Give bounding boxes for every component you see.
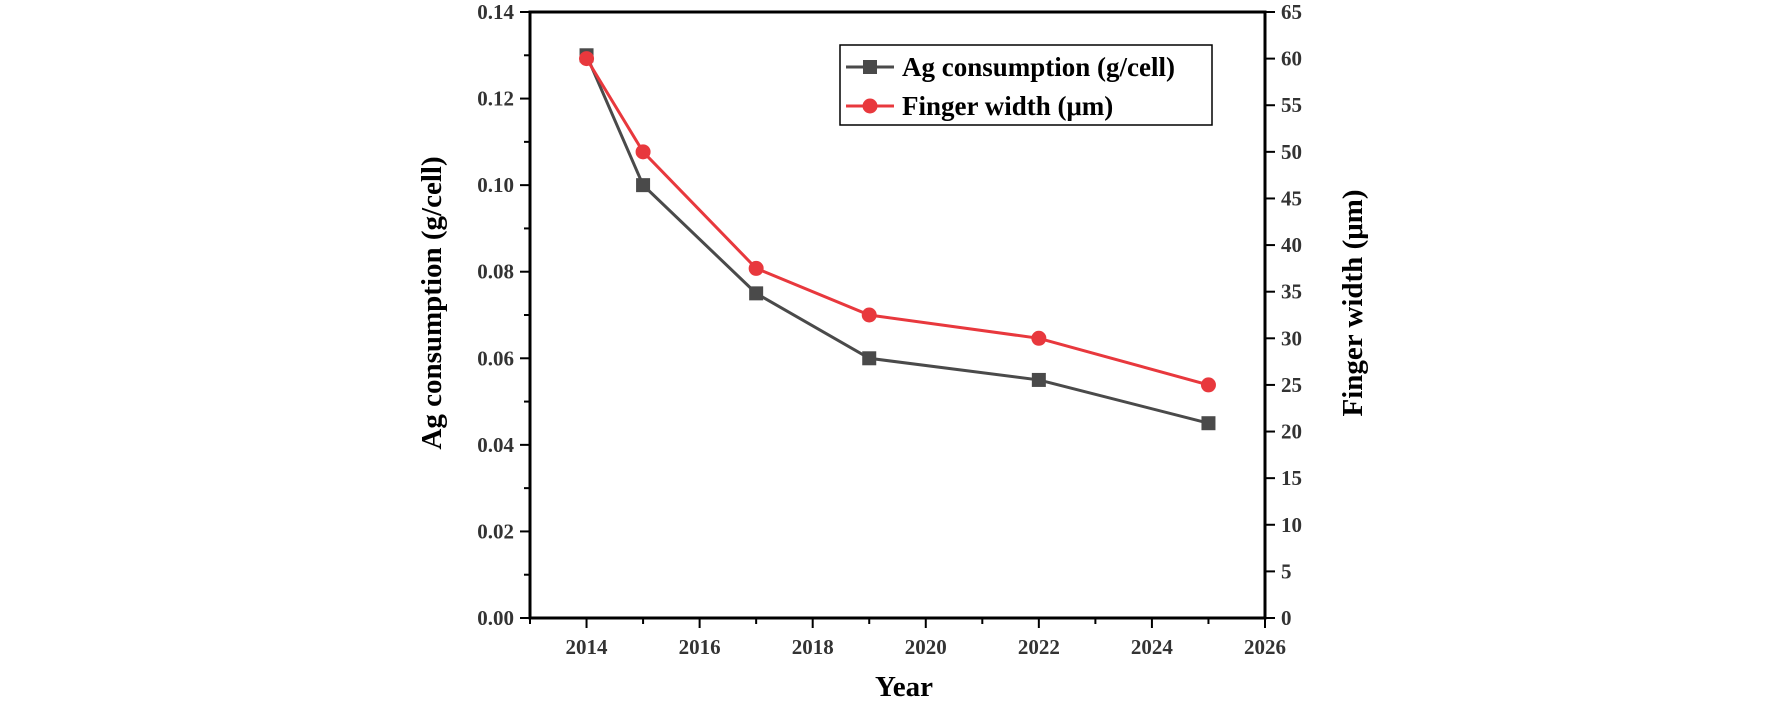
series-1-circle-marker — [1200, 377, 1216, 393]
left-y-tick-label: 0.08 — [477, 260, 514, 284]
series-0-square-marker — [1031, 372, 1046, 387]
series-line-0 — [585, 54, 1209, 425]
x-tick-label: 2020 — [905, 635, 947, 659]
series-1-circle-marker — [1031, 330, 1047, 346]
right-y-tick-label: 60 — [1281, 47, 1302, 71]
series-0-square-marker — [636, 178, 651, 193]
left-y-tick-label: 0.06 — [477, 346, 514, 370]
right-y-tick-label: 50 — [1281, 140, 1302, 164]
legend-square-marker — [863, 60, 877, 74]
right-y-tick-label: 20 — [1281, 420, 1302, 444]
left-y-axis-title: Ag consumption (g/cell) — [416, 156, 448, 449]
series-1-circle-marker — [861, 307, 877, 323]
x-tick-label: 2016 — [679, 635, 721, 659]
left-y-tick-label: 0.02 — [477, 519, 514, 543]
left-y-tick-label: 0.12 — [477, 87, 514, 111]
right-y-tick-label: 40 — [1281, 233, 1302, 257]
x-tick-label: 2024 — [1131, 635, 1174, 659]
series-1-circle-marker — [635, 144, 651, 160]
legend-box — [839, 44, 1213, 126]
right-y-tick-label: 25 — [1281, 373, 1302, 397]
legend-label: Finger width (μm) — [902, 91, 1113, 121]
right-y-tick-label: 30 — [1281, 326, 1302, 350]
left-y-tick-label: 0.04 — [477, 433, 514, 457]
series-1-circle-marker — [579, 51, 595, 67]
x-tick-label: 2026 — [1244, 635, 1286, 659]
series-line-1 — [585, 57, 1209, 387]
x-tick-label: 2018 — [792, 635, 834, 659]
series-0-square-marker — [862, 351, 877, 366]
legend-label: Ag consumption (g/cell) — [902, 52, 1175, 82]
right-y-tick-label: 10 — [1281, 513, 1302, 537]
series-0-square-marker — [749, 286, 764, 301]
right-y-tick-label: 15 — [1281, 466, 1302, 490]
right-y-tick-label: 55 — [1281, 93, 1302, 117]
right-y-axis-title: Finger width (μm) — [1337, 190, 1369, 417]
left-y-tick-label: 0.10 — [477, 173, 514, 197]
right-y-tick-label: 45 — [1281, 186, 1302, 210]
left-y-tick-label: 0.00 — [477, 606, 514, 630]
x-tick-label: 2014 — [566, 635, 609, 659]
right-y-tick-label: 35 — [1281, 280, 1302, 304]
right-y-tick-label: 65 — [1281, 0, 1302, 24]
series-1-circle-marker — [748, 260, 764, 276]
right-y-tick-label: 5 — [1281, 559, 1292, 583]
right-y-tick-label: 0 — [1281, 606, 1292, 630]
x-tick-label: 2022 — [1018, 635, 1060, 659]
left-y-tick-label: 0.14 — [477, 0, 514, 24]
series-0-square-marker — [1201, 416, 1216, 431]
x-axis-title: Year — [875, 671, 933, 703]
legend-circle-marker — [862, 98, 878, 114]
